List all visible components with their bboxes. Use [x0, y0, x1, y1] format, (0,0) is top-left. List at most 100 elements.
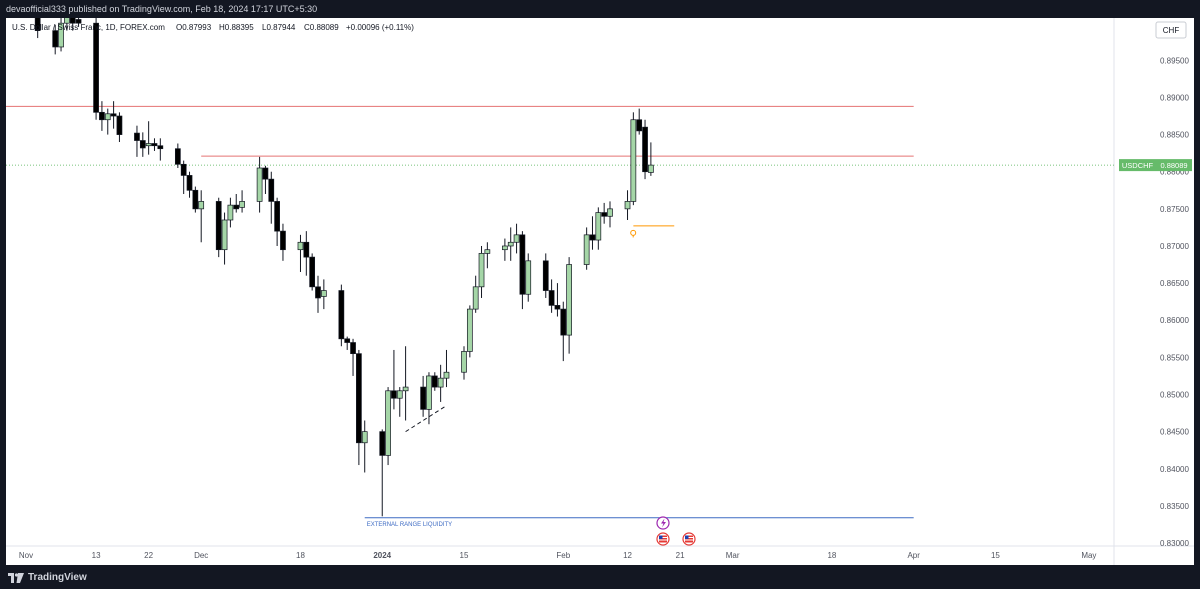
- x-tick-label: 12: [623, 551, 632, 560]
- publish-line: devaofficial333 published on TradingView…: [6, 4, 318, 14]
- candle: [139, 132, 146, 157]
- candle-body: [601, 212, 608, 217]
- candle-body: [385, 390, 391, 456]
- currency-badge-box[interactable]: [1155, 21, 1187, 39]
- x-tick-label: 18: [296, 551, 305, 560]
- y-tick-label: 0.84000: [1160, 465, 1189, 474]
- tradingview-logo-icon: [8, 572, 24, 583]
- candle: [350, 338, 356, 376]
- candle: [239, 190, 245, 213]
- y-tick-label: 0.89000: [1160, 93, 1189, 102]
- x-tick-label: Dec: [194, 551, 208, 560]
- candle: [402, 346, 409, 421]
- candle-body: [338, 290, 345, 340]
- candle-body: [396, 390, 403, 399]
- candle: [437, 364, 444, 402]
- ohlc-open: O0.87993: [176, 23, 212, 32]
- candle: [478, 245, 485, 298]
- y-tick-label: 0.88000: [1160, 168, 1189, 177]
- candle: [309, 253, 316, 291]
- candle-body: [607, 208, 613, 217]
- candle-body: [262, 167, 269, 180]
- tradingview-logo-text: TradingView: [28, 572, 87, 583]
- candle-body: [542, 260, 549, 291]
- candle-body: [110, 113, 117, 117]
- candle: [192, 186, 199, 213]
- candle-body: [151, 143, 158, 147]
- candle: [525, 253, 532, 302]
- candle: [443, 349, 450, 388]
- chart-panel[interactable]: EXTERNAL RANGE LIQUIDITY U.S. Dollar / S…: [0, 0, 1194, 565]
- candle-body: [344, 338, 351, 343]
- candle-body: [472, 286, 479, 310]
- candles: [34, 0, 654, 517]
- candle: [356, 349, 362, 466]
- candle-body: [268, 178, 275, 202]
- ohlc-high: H0.88395: [219, 23, 254, 32]
- candle: [472, 275, 479, 313]
- candle-body: [186, 175, 193, 191]
- candle: [157, 138, 164, 161]
- candle: [180, 160, 187, 194]
- candle: [221, 212, 228, 265]
- y-tick-label: 0.85000: [1160, 391, 1189, 400]
- candle-body: [75, 19, 82, 24]
- y-tick-label: 0.85500: [1160, 353, 1189, 362]
- last-price-label: 0.88089: [1160, 161, 1187, 170]
- candle: [151, 138, 158, 151]
- candle: [116, 112, 123, 143]
- y-tick-label: 0.87000: [1160, 242, 1189, 251]
- candle: [385, 387, 391, 466]
- candle: [630, 112, 637, 206]
- candle: [186, 171, 193, 198]
- candle-body: [198, 201, 205, 210]
- candle: [227, 197, 234, 228]
- lightbulb-icon-head: [630, 229, 637, 236]
- y-tick-label: 0.83000: [1160, 539, 1189, 548]
- y-tick-label: 0.84500: [1160, 428, 1189, 437]
- candle-body: [566, 264, 572, 336]
- time-axis[interactable]: Nov 13 22 Dec 18 2024 15 Feb 12 21 Mar 18 Apr 15 May: [19, 551, 1097, 560]
- candle-body: [256, 167, 263, 202]
- candle: [99, 101, 105, 131]
- chart-svg[interactable]: EXTERNAL RANGE LIQUIDITY U.S. Dollar / S…: [0, 0, 1194, 565]
- candle: [174, 143, 181, 169]
- liquidity-annotation: EXTERNAL RANGE LIQUIDITY: [367, 522, 452, 528]
- candle: [303, 231, 310, 276]
- ohlc-change: +0.00096 (+0.11%): [346, 23, 414, 32]
- x-tick-label: May: [1081, 551, 1096, 560]
- candle-body: [93, 22, 99, 113]
- candle: [215, 197, 222, 258]
- x-tick-label: 13: [92, 551, 101, 560]
- tradingview-logo[interactable]: TradingView: [8, 572, 87, 583]
- flash-event-icon[interactable]: [656, 516, 670, 530]
- price-axis[interactable]: CHF 0.89500 0.89000 0.88500 0.88000 0.87500 0…: [1119, 21, 1192, 548]
- us-flag-event-icon[interactable]: [682, 532, 696, 546]
- candle-body: [431, 375, 438, 388]
- candle: [297, 234, 304, 272]
- candle-body: [192, 189, 199, 210]
- candle-body: [134, 132, 140, 141]
- candle-body: [233, 204, 240, 210]
- symbol-title: U.S. Dollar / Swiss Franc, 1D, FOREX.com: [12, 23, 165, 32]
- price-label: USDCHF 0.88089: [1119, 159, 1192, 172]
- candle-body: [519, 234, 526, 295]
- candle-body: [560, 308, 567, 336]
- candle-body: [630, 119, 637, 202]
- us-flag-event-icon[interactable]: [656, 532, 670, 546]
- candle: [601, 202, 608, 224]
- candle: [315, 275, 321, 313]
- candle: [262, 165, 269, 194]
- candle: [198, 190, 205, 243]
- candle-body: [507, 241, 514, 247]
- candle: [426, 372, 432, 425]
- candle-body: [461, 351, 467, 373]
- candle: [344, 336, 351, 350]
- ohlc-close: C0.88089: [304, 23, 339, 32]
- candle-body: [320, 290, 327, 297]
- publish-header: devaofficial333 published on TradingView…: [0, 0, 1200, 18]
- candle-body: [525, 260, 532, 295]
- y-tick-label: 0.89500: [1160, 56, 1189, 65]
- candle-body: [309, 256, 316, 288]
- candle-body: [420, 386, 426, 410]
